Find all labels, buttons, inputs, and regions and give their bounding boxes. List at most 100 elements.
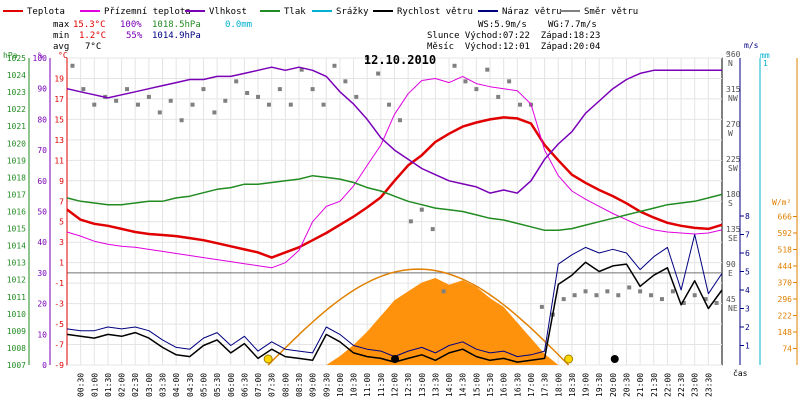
wind-direction-point — [256, 94, 261, 99]
plot-gridlines — [66, 57, 723, 366]
info-wind-speed: WS:5.9m/s — [478, 20, 527, 30]
x-tick-label: 06:00 — [227, 373, 236, 397]
solar-radiation-layer — [267, 268, 570, 366]
pressure-tick-label: 1012 — [7, 276, 26, 285]
pressure-tick-label: 1025 — [7, 54, 26, 63]
wind-direction-point — [430, 227, 435, 232]
stats-avg-label: avg — [53, 42, 69, 52]
pressure-tick-label: 1020 — [7, 139, 26, 148]
wind-direction-point — [594, 293, 599, 298]
x-tick-label: 23:30 — [704, 373, 713, 397]
sun-event-marker — [263, 354, 273, 364]
wind-direction-point — [212, 110, 217, 115]
temperature-tick-label: 9 — [59, 177, 64, 186]
info-wind-gust: WG:7.7m/s — [548, 20, 597, 30]
humidity-tick-label: 20 — [37, 300, 47, 309]
stats-min-pres: 1014.9hPa — [152, 31, 201, 41]
wind-direction-point — [168, 98, 173, 103]
unit-degc: °C — [58, 51, 68, 60]
wind-direction-point — [321, 102, 326, 107]
wind-direction-point — [692, 293, 697, 298]
wind-direction-point — [681, 301, 686, 305]
wind-direction-point — [125, 87, 130, 92]
pressure-tick-label: 1010 — [7, 310, 26, 319]
legend-label-rychlost-vetru: Rychlost větru — [397, 7, 473, 17]
wind-direction-point — [572, 293, 577, 298]
unit-ms: m/s — [744, 41, 759, 50]
wind-direction-point — [92, 102, 97, 107]
x-tick-label: 06:30 — [240, 373, 249, 397]
temperature-tick-label: 7 — [59, 197, 64, 206]
series-line-vlhkost — [66, 66, 722, 194]
temperature-tick-label: -7 — [54, 341, 64, 350]
direction-tick-compass: SE — [728, 234, 738, 243]
radiation-tick-label: 444 — [778, 262, 793, 271]
wind-direction-point — [81, 87, 86, 92]
x-tick-label: 22:00 — [663, 373, 672, 397]
wind-direction-point — [365, 56, 370, 60]
humidity-tick-label: 80 — [37, 115, 47, 124]
wind-direction-point — [135, 102, 140, 107]
legend-label-teplota: Teplota — [27, 7, 65, 17]
wind-speed-tick-label: 6 — [745, 249, 750, 258]
wind-direction-point — [234, 79, 239, 84]
x-tick-label: 10:00 — [336, 373, 345, 397]
wind-direction-point — [583, 289, 588, 294]
x-tick-label: 11:00 — [363, 373, 372, 397]
direction-tick-compass: NE — [728, 304, 738, 313]
wind-direction-point — [310, 87, 315, 92]
x-tick-label: 14:00 — [445, 373, 454, 397]
stats-max-pres: 1018.5hPa — [152, 20, 201, 30]
legend-label-tlak: Tlak — [284, 7, 306, 17]
wind-speed-tick-label: 7 — [745, 231, 750, 240]
direction-tick-value: 180 — [726, 190, 741, 199]
pressure-tick-label: 1016 — [7, 208, 26, 217]
humidity-tick-label: 30 — [37, 269, 47, 278]
axis-unit-headers: hPa % °C ° m/s mm W/m² — [3, 41, 791, 207]
humidity-tick-label: 60 — [37, 177, 47, 186]
humidity-tick-label: 10 — [37, 330, 47, 339]
pressure-tick-label: 1024 — [7, 71, 26, 80]
wind-direction-point — [354, 94, 359, 99]
wind-direction-point — [670, 289, 675, 294]
x-tick-label: 02:00 — [118, 373, 127, 397]
legend-label-srazky: Srážky — [336, 7, 369, 17]
x-tick-label: 12:30 — [404, 373, 413, 397]
temperature-tick-label: 15 — [54, 115, 64, 124]
pressure-tick-label: 1009 — [7, 327, 26, 336]
wind-direction-point — [463, 79, 468, 84]
unit-pct: % — [38, 51, 43, 60]
humidity-tick-label: 40 — [37, 238, 47, 247]
wind-direction-point — [376, 71, 381, 76]
wind-direction-point — [659, 297, 664, 302]
wind-direction-point — [507, 79, 512, 84]
temperature-tick-label: 17 — [54, 95, 64, 104]
pressure-tick-label: 1022 — [7, 105, 26, 114]
stats-avg-temp: 7°C — [85, 42, 101, 52]
wind-direction-point — [157, 110, 162, 115]
x-tick-label: 17:00 — [527, 373, 536, 397]
wind-direction-point — [419, 207, 424, 212]
moon-event-marker — [391, 355, 400, 363]
unit-wm2: W/m² — [772, 198, 791, 207]
x-tick-label: 19:00 — [582, 373, 591, 397]
series-line-teplota — [66, 116, 723, 259]
x-tick-label: 01:30 — [104, 373, 113, 397]
x-tick-label: 05:30 — [213, 373, 222, 397]
info-sun: Slunce Východ:07:22 Západ:18:23 — [427, 31, 600, 41]
x-tick-label: 11:30 — [377, 373, 386, 397]
pressure-tick-label: 1019 — [7, 156, 26, 165]
stats-min-label: min — [53, 31, 69, 41]
temperature-tick-label: 13 — [54, 136, 64, 145]
x-tick-label: 08:30 — [295, 373, 304, 397]
temperature-tick-label: -3 — [54, 300, 64, 309]
radiation-tick-label: 592 — [778, 229, 793, 238]
x-tick-label: 15:00 — [472, 373, 481, 397]
info-moon: Měsíc Východ:12:01 Západ:20:04 — [427, 42, 600, 52]
radiation-tick-label: 518 — [778, 246, 793, 255]
legend: Teplota Přízemní teplota Vlhkost Tlak Sr… — [3, 7, 638, 17]
wind-direction-point — [518, 102, 523, 107]
temperature-tick-label: 1 — [59, 259, 64, 268]
wind-direction-point — [201, 87, 206, 92]
stats-max-temp: 15.3°C — [73, 20, 106, 30]
